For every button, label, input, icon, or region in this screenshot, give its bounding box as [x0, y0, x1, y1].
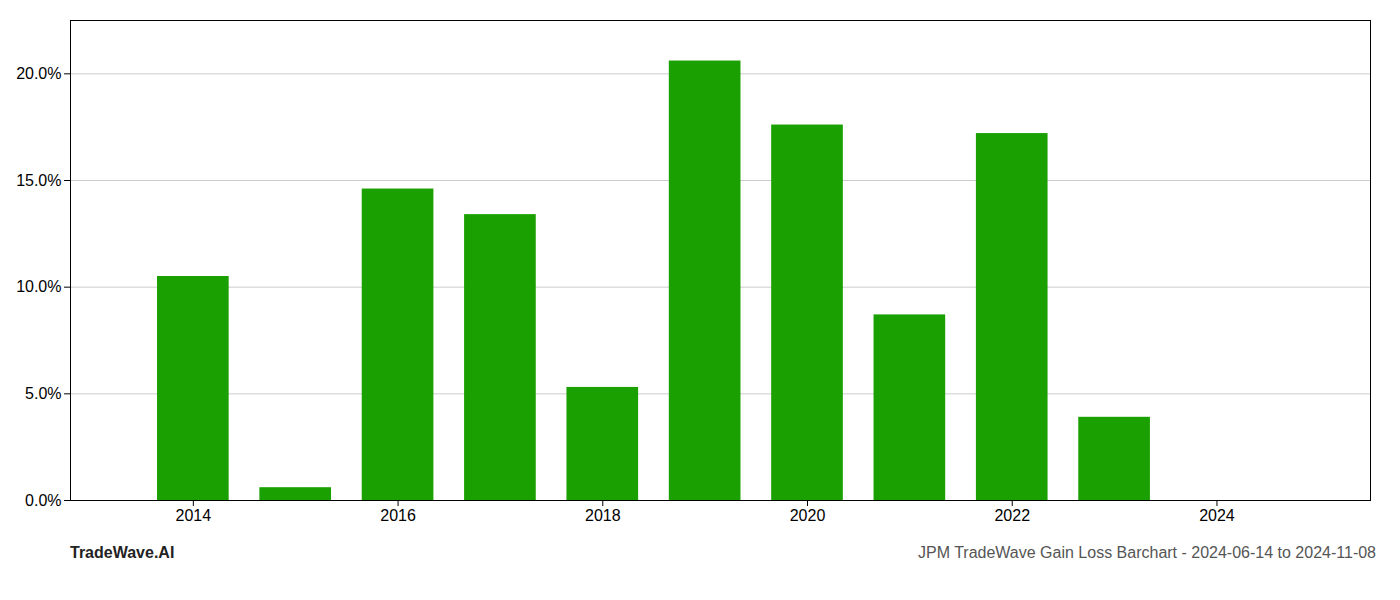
- html-text:TradeWave.AI: TradeWave.AI: [70, 544, 175, 561]
- svg-text:2024: 2024: [1199, 507, 1235, 524]
- svg-text:2022: 2022: [994, 507, 1030, 524]
- svg-text:0.0%: 0.0%: [25, 492, 61, 509]
- svg-text:10.0%: 10.0%: [16, 278, 61, 295]
- svg-text:20.0%: 20.0%: [16, 65, 61, 82]
- svg-text:2020: 2020: [790, 507, 826, 524]
- svg-text:2014: 2014: [176, 507, 212, 524]
- svg-text:2018: 2018: [585, 507, 621, 524]
- svg-text:15.0%: 15.0%: [16, 172, 61, 189]
- svg-text:5.0%: 5.0%: [25, 385, 61, 402]
- html-text:JPM TradeWave Gain Loss Barcha: JPM TradeWave Gain Loss Barchart - 2024-…: [918, 544, 1376, 561]
- svg-text:2016: 2016: [380, 507, 416, 524]
